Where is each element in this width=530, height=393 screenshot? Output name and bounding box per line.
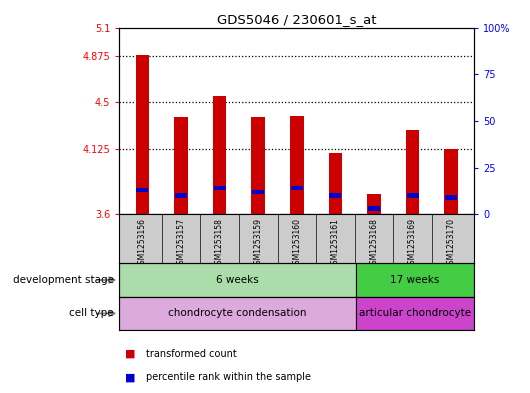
Bar xyxy=(368,206,380,211)
Bar xyxy=(252,189,264,194)
Text: percentile rank within the sample: percentile rank within the sample xyxy=(146,372,311,382)
Bar xyxy=(136,55,149,214)
Bar xyxy=(136,188,148,192)
Text: GSM1253159: GSM1253159 xyxy=(254,218,263,269)
Title: GDS5046 / 230601_s_at: GDS5046 / 230601_s_at xyxy=(217,13,376,26)
Bar xyxy=(175,193,187,198)
Text: GSM1253160: GSM1253160 xyxy=(293,218,301,269)
Text: chondrocyte condensation: chondrocyte condensation xyxy=(169,309,307,318)
Bar xyxy=(356,297,474,330)
Bar xyxy=(119,263,356,297)
Bar xyxy=(445,149,458,214)
Text: GSM1253156: GSM1253156 xyxy=(138,218,147,269)
Text: ■: ■ xyxy=(125,349,135,359)
Bar xyxy=(174,117,188,214)
Text: 17 weeks: 17 weeks xyxy=(391,275,440,285)
Text: cell type: cell type xyxy=(69,309,114,318)
Text: development stage: development stage xyxy=(13,275,114,285)
Text: GSM1253158: GSM1253158 xyxy=(215,218,224,269)
Text: GSM1253157: GSM1253157 xyxy=(176,218,186,269)
Bar xyxy=(213,96,226,214)
Bar xyxy=(356,263,474,297)
Text: ■: ■ xyxy=(125,372,135,382)
Bar xyxy=(119,297,356,330)
Text: 6 weeks: 6 weeks xyxy=(216,275,259,285)
Bar xyxy=(367,194,381,214)
Text: GSM1253168: GSM1253168 xyxy=(369,218,378,269)
Bar xyxy=(214,186,226,190)
Bar xyxy=(251,117,265,214)
Text: GSM1253170: GSM1253170 xyxy=(447,218,456,269)
Text: GSM1253161: GSM1253161 xyxy=(331,218,340,269)
Text: articular chondrocyte: articular chondrocyte xyxy=(359,309,471,318)
Bar xyxy=(290,116,304,214)
Bar xyxy=(329,193,341,198)
Text: GSM1253169: GSM1253169 xyxy=(408,218,417,269)
Bar xyxy=(291,186,303,190)
Bar xyxy=(329,153,342,214)
Bar xyxy=(407,193,419,198)
Bar xyxy=(406,130,419,214)
Text: transformed count: transformed count xyxy=(146,349,236,359)
Bar xyxy=(445,195,457,200)
